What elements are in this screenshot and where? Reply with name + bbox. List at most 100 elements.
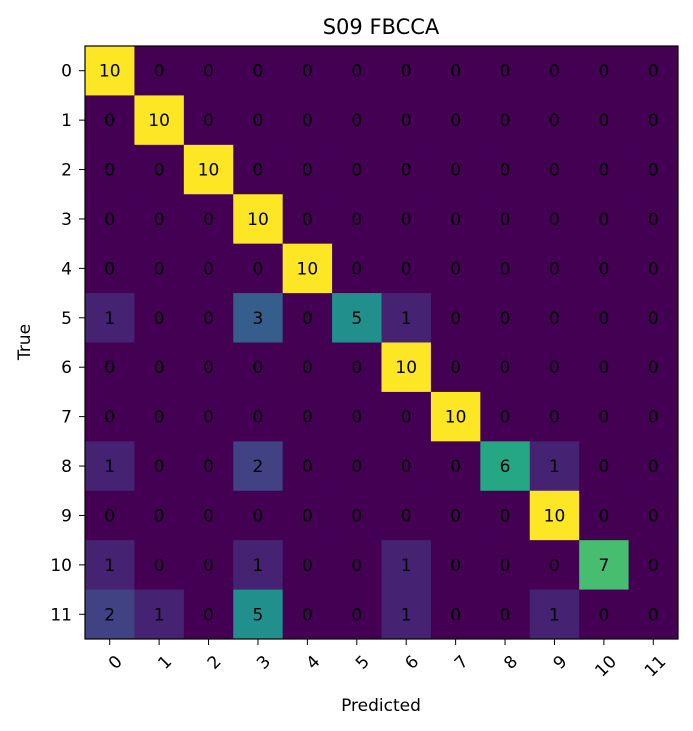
cell-value-label: 0: [598, 605, 609, 625]
cell-value-label: 0: [450, 605, 461, 625]
x-axis-ticks: 0 1 2 3 4 5 6 7 8 9 10 11: [105, 639, 670, 681]
heatmap-cell: [381, 441, 432, 492]
heatmap-cell: [430, 46, 481, 96]
cell-value-label: 0: [549, 210, 560, 230]
heatmap-cell: [183, 490, 234, 541]
heatmap-cell: [430, 540, 481, 591]
y-tick-label: 2: [61, 161, 72, 181]
heatmap-cell: [579, 391, 630, 442]
cell-value-label: 0: [302, 210, 313, 230]
heatmap-cell: [430, 293, 481, 343]
cell-value-label: 0: [302, 62, 313, 82]
heatmap-cell: [85, 441, 135, 492]
heatmap-cell: [134, 95, 185, 146]
x-tick-label: 9: [550, 652, 572, 674]
cell-value-label: 0: [302, 457, 313, 477]
x-tick-label: 2: [204, 652, 226, 674]
heatmap-cell: [233, 490, 284, 541]
cell-value-label: 0: [500, 506, 511, 526]
heatmap-cell: [85, 342, 135, 393]
cell-value-label: 10: [148, 111, 170, 131]
cell-value-label: 0: [500, 62, 511, 82]
heatmap-cell: [480, 293, 531, 343]
cell-value-label: 0: [154, 358, 165, 378]
heatmap-cell: [233, 391, 284, 442]
cell-value-label: 0: [450, 259, 461, 279]
heatmap-cell: [85, 194, 135, 245]
heatmap-cell: [628, 95, 679, 146]
heatmap-cell: [480, 490, 531, 541]
heatmap-cell: [183, 95, 234, 146]
cell-value-label: 0: [648, 309, 659, 329]
y-tick-label: 0: [61, 62, 72, 82]
cell-value-label: 0: [500, 309, 511, 329]
cell-value-label: 0: [500, 259, 511, 279]
heatmap-cell: [579, 441, 630, 492]
heatmap-cell: [381, 293, 432, 343]
heatmap-cell: [529, 441, 580, 492]
cell-value-label: 0: [549, 161, 560, 181]
heatmap-cell: [381, 540, 432, 591]
cell-value-label: 0: [598, 457, 609, 477]
cell-value-label: 7: [598, 556, 609, 576]
cell-value-label: 0: [154, 556, 165, 576]
heatmap-cell: [282, 540, 333, 591]
heatmap-cell: [282, 589, 333, 640]
cell-value-label: 10: [395, 358, 417, 378]
cell-value-label: 0: [203, 605, 214, 625]
heatmap-cell: [332, 194, 382, 245]
cell-value-label: 0: [500, 605, 511, 625]
y-tick-label: 3: [61, 210, 72, 230]
cell-value-label: 0: [203, 111, 214, 131]
heatmap-cell: [529, 540, 580, 591]
cell-value-label: 0: [549, 358, 560, 378]
cell-value-label: 10: [198, 161, 220, 181]
heatmap-cell: [628, 46, 679, 96]
cell-value-label: 0: [648, 62, 659, 82]
heatmap-cell: [282, 95, 333, 146]
y-tick-label: 6: [61, 358, 72, 378]
heatmap-cell: [480, 540, 531, 591]
heatmap-cell: [430, 95, 481, 146]
heatmap-cell: [480, 391, 531, 442]
heatmap-cell: [233, 342, 284, 393]
heatmap-cell: [628, 144, 679, 195]
heatmap-cell: [579, 144, 630, 195]
cell-value-label: 1: [401, 309, 412, 329]
heatmap-cell: [233, 46, 284, 96]
heatmap-cell: [480, 46, 531, 96]
cell-value-label: 0: [302, 111, 313, 131]
cell-value-label: 1: [549, 457, 560, 477]
cell-value-label: 0: [253, 111, 264, 131]
cell-value-label: 0: [351, 556, 362, 576]
cell-value-label: 0: [302, 309, 313, 329]
x-tick-label: 8: [500, 652, 522, 674]
cell-value-label: 0: [253, 161, 264, 181]
heatmap-cell: [183, 194, 234, 245]
heatmap-cell: [85, 293, 135, 343]
y-tick-label: 11: [50, 605, 72, 625]
cell-value-label: 0: [500, 556, 511, 576]
y-tick-label: 8: [61, 457, 72, 477]
heatmap-cell: [430, 243, 481, 294]
heatmap-cell: [430, 589, 481, 640]
cell-value-label: 0: [598, 408, 609, 428]
cell-value-label: 1: [104, 309, 115, 329]
heatmap-cell: [579, 46, 630, 96]
heatmap-cell: [480, 95, 531, 146]
cell-value-label: 0: [401, 259, 412, 279]
heatmap-cell: [332, 589, 382, 640]
heatmap-cell: [233, 95, 284, 146]
cell-value-label: 0: [351, 506, 362, 526]
cell-value-label: 0: [648, 506, 659, 526]
cell-value-label: 0: [450, 457, 461, 477]
cell-value-label: 2: [104, 605, 115, 625]
cell-value-label: 0: [203, 259, 214, 279]
x-tick-label: 11: [641, 652, 670, 681]
cell-value-label: 0: [598, 309, 609, 329]
cell-value-label: 0: [104, 111, 115, 131]
heatmap-cell: [233, 441, 284, 492]
heatmap-cell: [529, 490, 580, 541]
heatmap-cell: [134, 243, 185, 294]
heatmap-cell: [134, 293, 185, 343]
